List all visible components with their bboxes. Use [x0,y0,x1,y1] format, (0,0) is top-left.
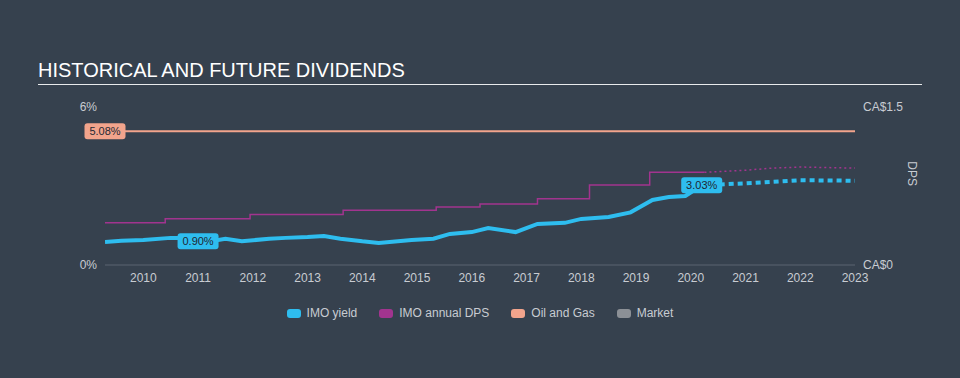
svg-text:0%: 0% [80,258,98,272]
svg-text:CA$0: CA$0 [863,258,893,272]
svg-text:2018: 2018 [568,271,595,285]
svg-text:2014: 2014 [349,271,376,285]
svg-text:2016: 2016 [458,271,485,285]
svg-text:5.08%: 5.08% [89,125,120,137]
svg-text:2017: 2017 [513,271,540,285]
svg-text:2012: 2012 [239,271,266,285]
svg-text:0.90%: 0.90% [182,235,213,247]
html-text:IMO yield: IMO yield [306,306,358,320]
svg-text:2022: 2022 [787,271,814,285]
html-text:Oil and Gas: Oil and Gas [531,306,595,320]
html-text:IMO annual DPS: IMO annual DPS [399,306,490,320]
svg-text:2011: 2011 [185,271,211,285]
svg-text:2021: 2021 [732,271,759,285]
svg-text:DPS: DPS [905,161,919,186]
svg-text:2020: 2020 [677,271,704,285]
svg-text:2010: 2010 [130,271,157,285]
svg-text:CA$1.5: CA$1.5 [863,100,903,114]
svg-text:2015: 2015 [404,271,431,285]
svg-text:6%: 6% [80,100,98,114]
svg-text:3.03%: 3.03% [686,179,717,191]
svg-text:2023: 2023 [842,271,869,285]
svg-text:2019: 2019 [623,271,650,285]
html-text:HISTORICAL AND FUTURE DIVIDEND: HISTORICAL AND FUTURE DIVIDENDS [38,59,405,81]
svg-text:2013: 2013 [294,271,321,285]
html-text:Market: Market [636,306,674,320]
